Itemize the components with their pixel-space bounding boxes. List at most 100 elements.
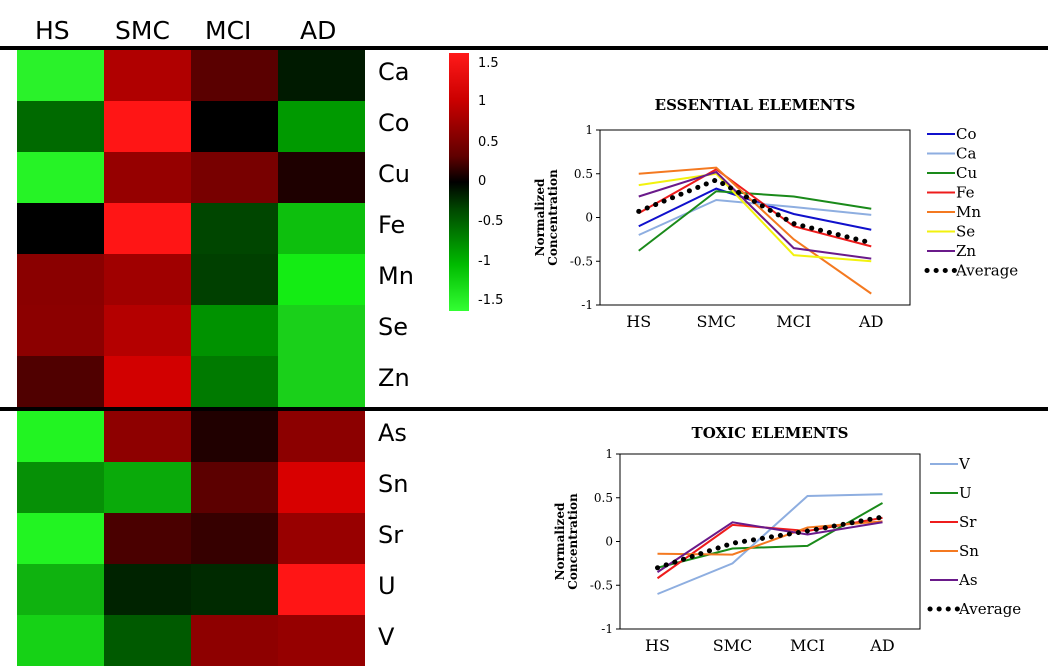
heatmap-cell-ca-mci — [191, 50, 278, 101]
series-line-mn — [638, 166, 872, 295]
heatmap-cell-as-smc — [104, 411, 191, 462]
colorbar-tick: -1.5 — [478, 293, 504, 308]
legend-label-fe: Fe — [956, 184, 975, 202]
essential-row-label-se: Se — [378, 313, 408, 341]
chart-title: TOXIC ELEMENTS — [692, 424, 849, 442]
heatmap-cell-fe-ad — [278, 203, 365, 254]
heatmap-cell-co-ad — [278, 101, 365, 152]
toxic-row-label-sn: Sn — [378, 470, 409, 498]
series-line-v — [657, 493, 883, 595]
x-tick-label-smc: SMC — [696, 312, 736, 331]
legend-label-se: Se — [956, 223, 975, 241]
essential-row-label-ca: Ca — [378, 58, 410, 86]
heatmap-cell-zn-hs — [17, 356, 104, 407]
essential-row-label-cu: Cu — [378, 160, 410, 188]
heatmap-cell-v-ad — [278, 615, 365, 666]
essential-elements-chart: ESSENTIAL ELEMENTS 1 0.5 0 -0.5 -1 HS SMC MCI AD N… — [533, 96, 1018, 331]
essential-row-label-fe: Fe — [378, 211, 406, 239]
heatmap-cell-mn-smc — [104, 254, 191, 305]
heatmap-cell-sr-mci — [191, 513, 278, 564]
heatmap-cell-sr-hs — [17, 513, 104, 564]
heatmap-cell-u-ad — [278, 564, 365, 615]
heatmap-cell-as-ad — [278, 411, 365, 462]
x-tick-label-ad: AD — [869, 636, 894, 655]
colorbar — [449, 53, 469, 311]
series-line-se — [638, 172, 872, 263]
toxic-row-label-as: As — [378, 419, 407, 447]
heatmap-cell-mn-ad — [278, 254, 365, 305]
legend-label-sr: Sr — [959, 513, 977, 531]
series-line-average — [655, 514, 885, 571]
col-header-hs: HS — [35, 16, 70, 45]
legend-label-sn: Sn — [959, 542, 979, 560]
heatmap-cell-zn-ad — [278, 356, 365, 407]
heatmap-cell-co-hs — [17, 101, 104, 152]
heatmap-cell-co-mci — [191, 101, 278, 152]
heatmap-cell-ca-smc — [104, 50, 191, 101]
legend-label-mn: Mn — [956, 203, 981, 221]
series-line-average — [636, 177, 874, 246]
heatmap-cell-sn-ad — [278, 462, 365, 513]
heatmap-cell-mn-mci — [191, 254, 278, 305]
heatmap-cell-zn-smc — [104, 356, 191, 407]
heatmap-cell-sn-smc — [104, 462, 191, 513]
series-line-ca — [638, 198, 872, 236]
plot-frame — [599, 129, 911, 306]
col-header-mci: MCI — [205, 16, 252, 45]
essential-row-label-mn: Mn — [378, 262, 414, 290]
y-tick-label: -0.5 — [590, 578, 613, 592]
legend-label-as: As — [958, 571, 978, 589]
x-tick-label-mci: MCI — [790, 636, 825, 655]
legend-label-v: V — [958, 455, 971, 473]
y-tick-label: 0 — [585, 211, 593, 225]
colorbar-tick: -1 — [478, 254, 491, 269]
legend-label-ca: Ca — [956, 145, 976, 163]
series-line-fe — [638, 168, 872, 248]
y-axis-label: NormalizedConcentration — [533, 169, 560, 266]
toxic-elements-chart: TOXIC ELEMENTS 1 0.5 0 -0.5 -1 HS SMC MCI AD Norma… — [553, 424, 1021, 655]
heatmap-cell-zn-mci — [191, 356, 278, 407]
y-tick-label: -1 — [601, 622, 613, 636]
essential-row-label-zn: Zn — [378, 364, 410, 392]
heatmap-cell-fe-hs — [17, 203, 104, 254]
x-tick-label-hs: HS — [626, 312, 651, 331]
heatmap-cell-v-mci — [191, 615, 278, 666]
heatmap-cell-v-hs — [17, 615, 104, 666]
heatmap-cell-sr-smc — [104, 513, 191, 564]
x-tick-label-mci: MCI — [776, 312, 811, 331]
colorbar-tick: 1.5 — [478, 56, 499, 71]
legend-label-average: Average — [955, 262, 1018, 280]
heatmap-cell-as-hs — [17, 411, 104, 462]
heatmap-cell-mn-hs — [17, 254, 104, 305]
heatmap-cell-u-hs — [17, 564, 104, 615]
heatmap-cell-fe-mci — [191, 203, 278, 254]
col-header-ad: AD — [300, 16, 337, 45]
col-header-smc: SMC — [115, 16, 170, 45]
legend-label-average: Average — [958, 600, 1021, 618]
y-tick-label: -0.5 — [570, 254, 593, 268]
heatmap-cell-se-ad — [278, 305, 365, 356]
top-separator — [0, 46, 1048, 50]
heatmap-cell-sn-hs — [17, 462, 104, 513]
y-tick-label: 0.5 — [594, 491, 613, 505]
legend-label-cu: Cu — [956, 164, 977, 182]
heatmap-cell-sn-mci — [191, 462, 278, 513]
heatmap-cell-u-mci — [191, 564, 278, 615]
heatmap-cell-se-hs — [17, 305, 104, 356]
heatmap-cell-cu-smc — [104, 152, 191, 203]
toxic-row-label-v: V — [378, 623, 395, 651]
colorbar-tick: 0 — [478, 174, 487, 189]
heatmap-cell-ca-hs — [17, 50, 104, 101]
x-tick-label-ad: AD — [858, 312, 883, 331]
legend-label-u: U — [959, 484, 972, 502]
heatmap-cell-u-smc — [104, 564, 191, 615]
toxic-row-label-u: U — [378, 572, 396, 600]
legend-label-co: Co — [956, 125, 977, 143]
heatmap-cell-v-smc — [104, 615, 191, 666]
y-tick-label: 1 — [605, 447, 613, 461]
colorbar-tick: 0.5 — [478, 135, 499, 150]
y-tick-label: 0.5 — [574, 167, 593, 181]
colorbar-tick: 1 — [478, 94, 487, 109]
essential-row-label-co: Co — [378, 109, 410, 137]
heatmap-cell-se-mci — [191, 305, 278, 356]
